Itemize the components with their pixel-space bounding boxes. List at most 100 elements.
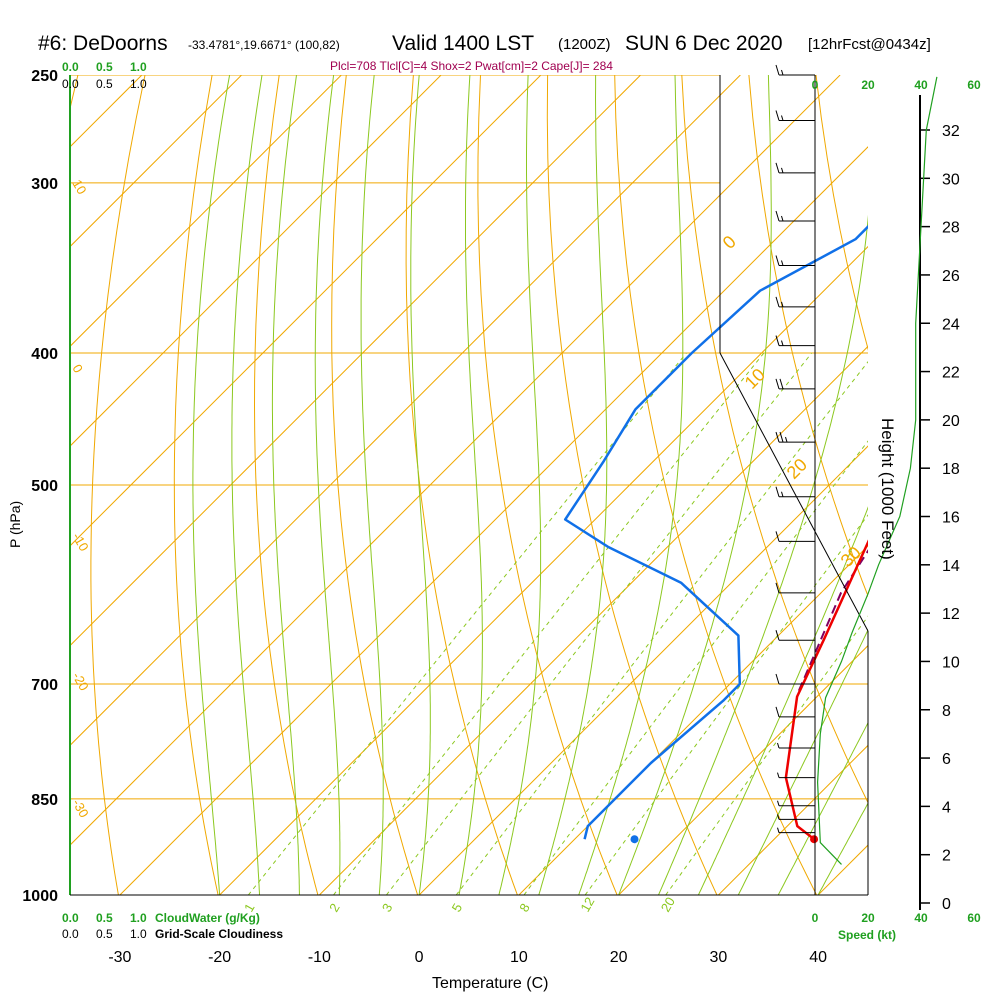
surface-dewpoint-marker — [630, 835, 639, 844]
wind-barb — [775, 531, 815, 542]
dry-adiabat — [405, 75, 518, 895]
forecast-info: [12hrFcst@0434z] — [808, 36, 931, 53]
dry-adiabat — [950, 75, 1000, 895]
barb-full — [775, 210, 780, 222]
cloudiness-scale-bottom: 0.0 — [62, 927, 79, 941]
dry-adiabat — [614, 75, 818, 895]
barb-half — [785, 436, 788, 443]
speed-axis-title: Speed (kt) — [838, 928, 896, 942]
barb-half — [781, 260, 784, 266]
wind-panel: 0020204040606002468101214161820222426283… — [812, 75, 981, 925]
isotherm — [70, 75, 542, 547]
mixing-ratio-line — [386, 352, 813, 895]
height-tick-label: 28 — [942, 220, 960, 237]
wind-barb — [775, 706, 815, 718]
pressure-label: 1000 — [22, 888, 58, 905]
temperature-tick-label: -20 — [208, 949, 231, 966]
dry-adiabat — [0, 75, 11, 895]
pressure-label: 850 — [31, 792, 58, 809]
barb-half — [777, 742, 780, 749]
height-tick-label: 26 — [942, 268, 960, 285]
profile-curves — [563, 224, 868, 841]
cloudiness-scale-top: 0.5 — [96, 77, 113, 91]
wind-barb — [775, 296, 815, 308]
isotherm — [618, 644, 868, 895]
barb-full — [775, 486, 780, 497]
height-axis-title: Height (1000 Feet) — [878, 418, 897, 560]
moist-adiabat — [697, 506, 868, 895]
cloudwater-scale-bottom: 0.0 — [62, 911, 79, 925]
isotherm-label-right: 0 — [719, 232, 740, 253]
wind-barb — [777, 814, 815, 820]
moist-adiabat — [578, 75, 684, 895]
wind-barb — [775, 431, 815, 443]
barb-full — [775, 378, 780, 390]
parcel-line — [797, 549, 868, 692]
temperature-tick-label: 10 — [510, 949, 528, 966]
cloudwater-scale-top: 0.5 — [96, 60, 113, 74]
barb-full — [775, 630, 780, 641]
pressure-label: 500 — [31, 478, 58, 495]
barb-half — [777, 800, 780, 806]
barb-full — [775, 162, 780, 174]
zulu-time: (1200Z) — [558, 36, 611, 53]
isotherm — [219, 245, 868, 895]
pressure-label: 300 — [31, 176, 58, 193]
cloudwater-scale-top: 0.0 — [62, 60, 79, 74]
barb-full — [775, 110, 780, 121]
isotherm — [70, 75, 841, 846]
barb-half — [777, 772, 780, 778]
temperature-tick-label: -30 — [108, 949, 131, 966]
barb-half — [781, 301, 784, 308]
height-tick-label: 10 — [942, 654, 960, 671]
wind-barb — [777, 827, 815, 834]
moist-adiabat — [538, 75, 608, 895]
dry-adiabat — [331, 75, 419, 895]
isotherm — [70, 75, 442, 447]
temperature-tick-label: 20 — [610, 949, 628, 966]
surface-markers — [630, 835, 819, 844]
mixing-ratio-label: 8 — [516, 901, 533, 915]
cloudiness-scale-bottom: 1.0 — [130, 927, 147, 941]
cloudwater-scale-bottom: 1.0 — [130, 911, 147, 925]
wind-barb — [775, 64, 815, 76]
wind-barb — [775, 110, 815, 122]
pressure-label: 700 — [31, 677, 58, 694]
isotherm-label-left: -20 — [69, 670, 91, 694]
pressure-label: 250 — [31, 68, 58, 85]
cloudiness-scale-bottom: 0.5 — [96, 927, 113, 941]
station-coords: -33.4781°,19.6671° (100,82) — [188, 38, 340, 52]
mixing-ratio-line — [523, 440, 868, 895]
wind-barb — [775, 673, 815, 685]
mixing-ratio-label: 12 — [577, 894, 597, 914]
barb-full — [779, 431, 784, 443]
surface-temperature-marker — [810, 835, 819, 844]
mixing-ratio-line — [333, 352, 765, 895]
temperature-tick-label: 40 — [809, 949, 827, 966]
barb-full — [775, 431, 780, 443]
wind-barb — [775, 335, 815, 347]
height-tick-label: 24 — [942, 316, 960, 333]
height-tick-label: 2 — [942, 848, 951, 865]
moist-adiabat — [410, 75, 431, 895]
isotherm — [119, 146, 868, 895]
dry-adiabat — [477, 75, 618, 895]
cloudiness-label: Grid-Scale Cloudiness — [155, 927, 283, 941]
wind-barb — [777, 772, 815, 779]
station-title: #6: DeDoorns — [38, 32, 168, 55]
moist-adiabat — [658, 214, 868, 895]
isotherm — [718, 744, 868, 895]
wind-barb — [775, 630, 815, 641]
forecast-date: SUN 6 Dec 2020 — [625, 32, 783, 55]
barb-full — [775, 706, 780, 718]
diagonal-frame — [719, 352, 869, 632]
cloudwater-label: CloudWater (g/Kg) — [155, 911, 260, 925]
dry-adiabat — [253, 75, 319, 895]
wind-barbs — [775, 64, 815, 834]
temperature-tick-label: -10 — [308, 949, 331, 966]
mixing-ratio-label: 20 — [658, 894, 678, 914]
moist-adiabat — [231, 75, 263, 895]
speed-tick-bottom: 60 — [967, 911, 981, 925]
moist-adiabat — [271, 75, 300, 895]
